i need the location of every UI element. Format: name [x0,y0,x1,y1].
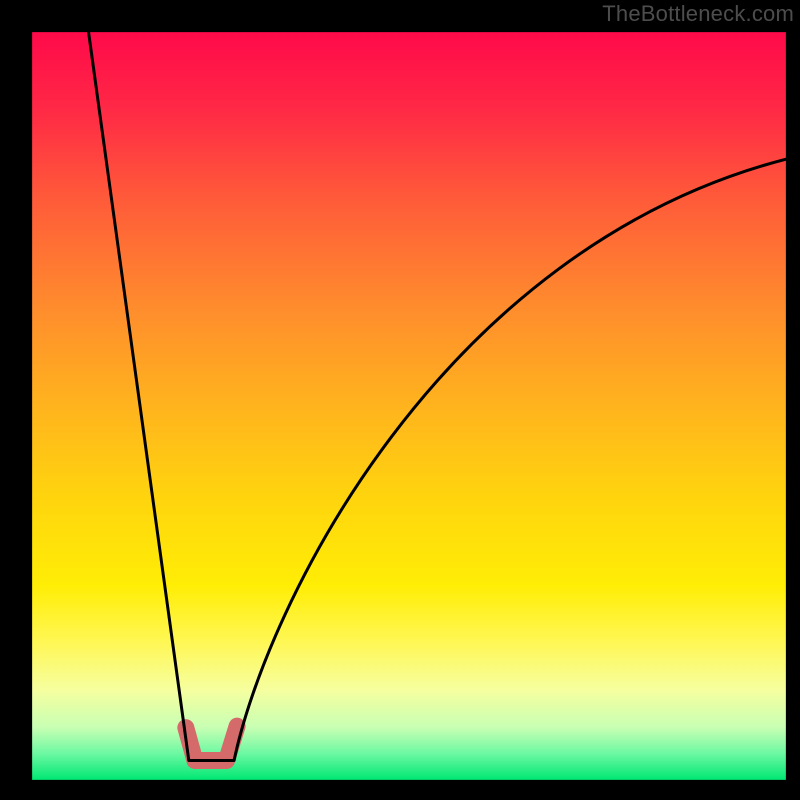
chart-root: TheBottleneck.com [0,0,800,800]
watermark-text: TheBottleneck.com [602,1,794,27]
gradient-background [0,0,800,800]
